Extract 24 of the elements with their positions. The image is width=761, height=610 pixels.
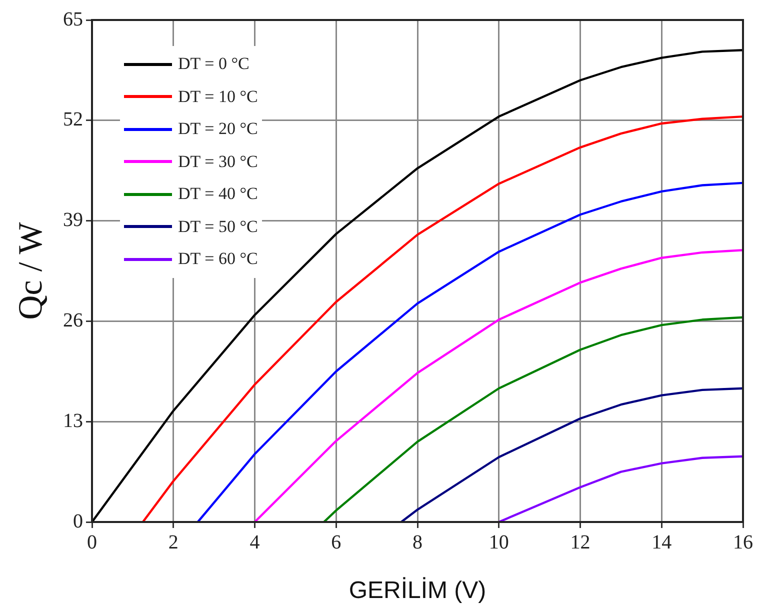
x-axis-title: GERİLİM (V) [348, 577, 486, 604]
x-tick-label: 2 [168, 531, 178, 554]
x-tick-label: 4 [250, 531, 260, 554]
y-tick-label: 52 [63, 108, 83, 131]
y-tick-label: 39 [63, 209, 83, 232]
x-tick-label: 16 [733, 531, 753, 554]
y-tick-label: 13 [63, 410, 83, 432]
x-tick-label: 10 [488, 531, 509, 554]
x-tick-label: 14 [652, 531, 672, 554]
legend-label: DT = 10 °C [178, 86, 258, 107]
legend-label: DT = 0 °C [178, 54, 250, 74]
legend-label: DT = 60 °C [178, 249, 258, 270]
y-tick-label: 65 [63, 8, 83, 30]
y-axis-title: Qc / W [12, 221, 50, 320]
y-tick-label: 26 [63, 309, 83, 332]
x-tick-label: 8 [412, 531, 422, 554]
x-tick-label: 12 [570, 531, 590, 554]
legend-label: DT = 20 °C [178, 119, 258, 140]
x-tick-label: 6 [331, 531, 342, 554]
x-tick-label: 0 [87, 531, 97, 554]
y-tick-label: 0 [73, 510, 83, 532]
legend-label: DT = 30 °C [178, 152, 258, 172]
legend-label: DT = 50 °C [178, 216, 258, 237]
legend-label: DT = 40 °C [178, 184, 258, 204]
